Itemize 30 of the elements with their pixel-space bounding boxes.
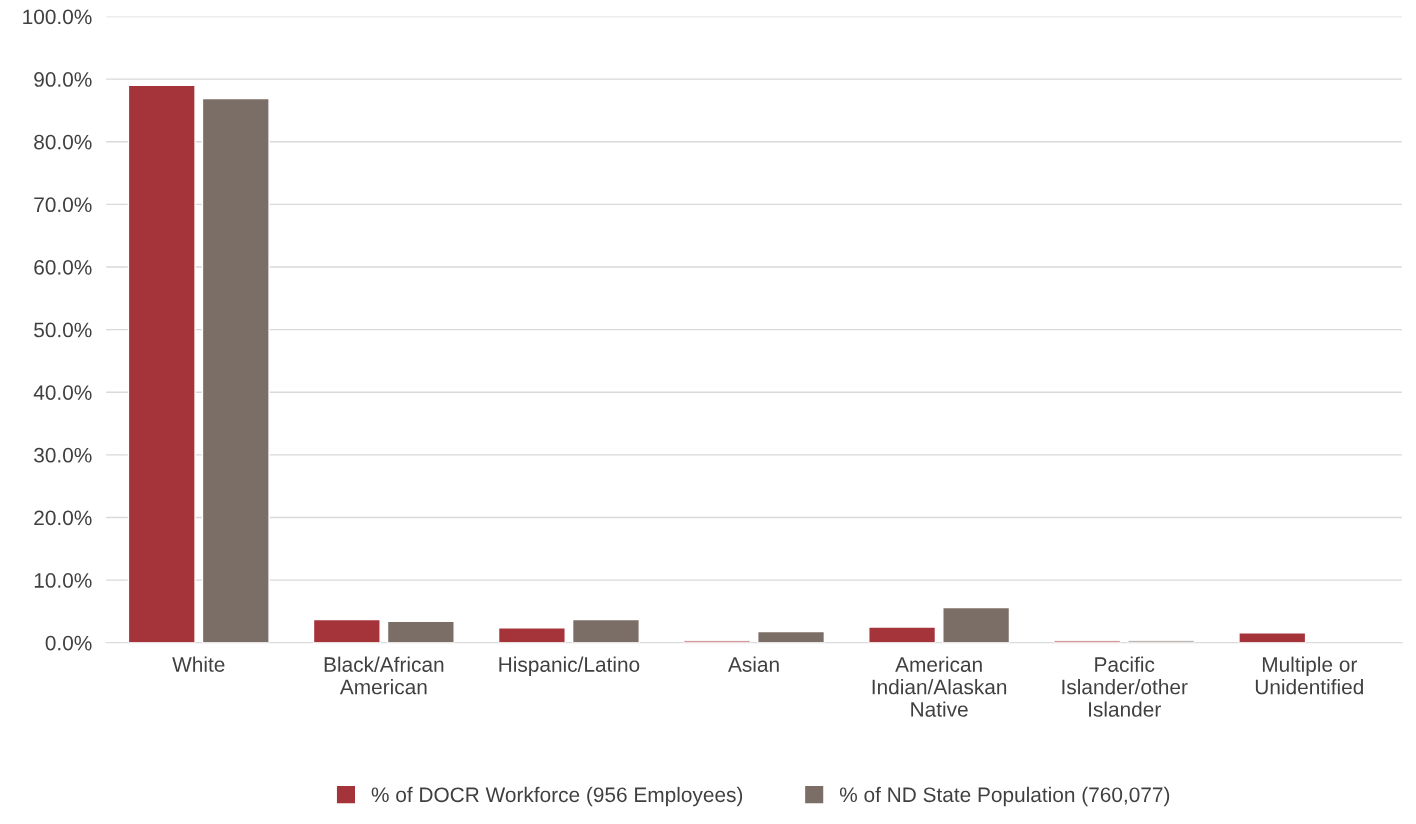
y-tick-label: 40.0% — [33, 385, 92, 400]
y-tick-label: 100.0% — [23, 9, 92, 25]
bar — [1238, 632, 1307, 643]
y-tick-label: 30.0% — [34, 447, 92, 463]
y-tick-label: 0.0% — [45, 635, 92, 651]
y-tick-label: 20.0% — [34, 510, 92, 526]
y-tick-label: 50.0% — [34, 322, 92, 338]
y-tick-label: 10.0% — [34, 573, 92, 588]
legend-label: % of DOCR Workforce (956 Employees) — [371, 786, 743, 807]
bar — [571, 618, 640, 643]
bar — [127, 84, 196, 643]
x-tick-label: Multiple or Unidentified — [1255, 656, 1363, 695]
x-tick-label: Pacific Islander/other Islander — [1062, 656, 1188, 717]
bar — [757, 630, 826, 643]
y-tick-label: 80.0% — [34, 134, 92, 150]
x-tick-label: American Indian/Alaskan Native — [872, 656, 1007, 717]
legend-label: % of ND State Population (760,077) — [839, 786, 1170, 807]
x-tick-label: Black/African American — [324, 656, 444, 695]
y-tick-label: 60.0% — [34, 259, 92, 275]
x-tick-label: Asian — [728, 656, 779, 672]
y-tick-label: 90.0% — [34, 72, 92, 87]
bar — [386, 620, 455, 643]
bar — [312, 618, 381, 643]
bar — [868, 626, 937, 643]
x-tick-label: Hispanic/Latino — [499, 656, 640, 677]
bar — [497, 626, 566, 643]
bar — [942, 606, 1011, 643]
x-tick-label: White — [172, 656, 225, 672]
y-tick-label: 70.0% — [34, 197, 92, 213]
bar — [201, 97, 270, 643]
